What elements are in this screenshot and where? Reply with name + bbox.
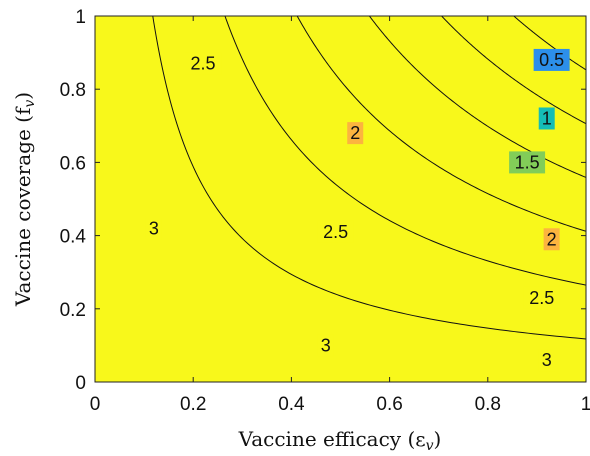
x-axis-title: Vaccine efficacy (εv)	[238, 427, 442, 454]
contour-lines	[152, 16, 586, 340]
contour-band-5	[95, 16, 586, 382]
contour-label: 1	[542, 108, 552, 128]
y-tick-label: 0.4	[60, 227, 87, 248]
x-axis-title-text: Vaccine efficacy (ε	[238, 427, 426, 451]
contour-line-2	[296, 16, 586, 232]
contour-labels: 0.5 1 1.5 2 2 2.5 2.5 2.5 3 3 3	[145, 48, 570, 372]
contour-label: 3	[542, 350, 552, 370]
axis-ticks: 0 0.2 0.4 0.6 0.8 1 0 0.2 0.4 0.6 0.8 1	[60, 7, 590, 415]
contour-label-bg	[538, 349, 555, 372]
contour-label-bg	[317, 334, 334, 357]
x-tick-label: 0.8	[475, 394, 501, 415]
contour-label: 1.5	[515, 152, 540, 172]
y-tick-label: 1	[75, 7, 86, 28]
y-tick-label: 0.6	[60, 153, 86, 174]
contour-label: 2.5	[529, 288, 554, 308]
y-axis-title-text: Vaccine coverage (f	[11, 106, 35, 307]
contour-label: 2	[547, 229, 557, 249]
contour-label-bg	[185, 52, 222, 75]
contour-label: 2.5	[323, 222, 348, 242]
contour-label: 0.5	[539, 50, 564, 70]
y-axis-title-sub: v	[22, 100, 38, 108]
y-axis-title-close: )	[11, 92, 35, 100]
x-tick-label: 0.4	[278, 394, 305, 415]
contour-label: 3	[321, 335, 331, 355]
contour-label-bg	[533, 48, 570, 71]
contour-label-bg	[145, 217, 162, 240]
contour-line-1	[441, 16, 586, 125]
y-tick-label: 0	[75, 373, 86, 394]
contour-label: 2.5	[191, 54, 216, 74]
x-tick-label: 1	[581, 394, 590, 415]
contour-label-bg	[538, 107, 555, 130]
contour-label-bg	[347, 122, 364, 145]
x-tick-label: 0.6	[376, 394, 402, 415]
x-axis-title-close: )	[434, 427, 442, 451]
y-tick-label: 0.8	[60, 80, 86, 101]
contour-line-3	[152, 16, 586, 340]
y-axis-title: Vaccine coverage (fv)	[11, 92, 38, 307]
contour-label-bg	[523, 286, 560, 309]
x-tick-label: 0	[90, 394, 101, 415]
contour-label-bg	[317, 220, 354, 243]
contour-bands	[95, 16, 586, 382]
plot-frame	[94, 15, 587, 383]
contour-label-bg	[509, 151, 546, 174]
contour-label: 3	[149, 218, 159, 238]
contour-label-bg	[543, 228, 560, 251]
x-tick-label: 0.2	[180, 394, 206, 415]
contour-label: 2	[350, 123, 360, 143]
y-tick-label: 0.2	[60, 300, 86, 321]
x-axis-title-sub: v	[426, 438, 434, 454]
contour-line-2.5	[224, 16, 586, 286]
